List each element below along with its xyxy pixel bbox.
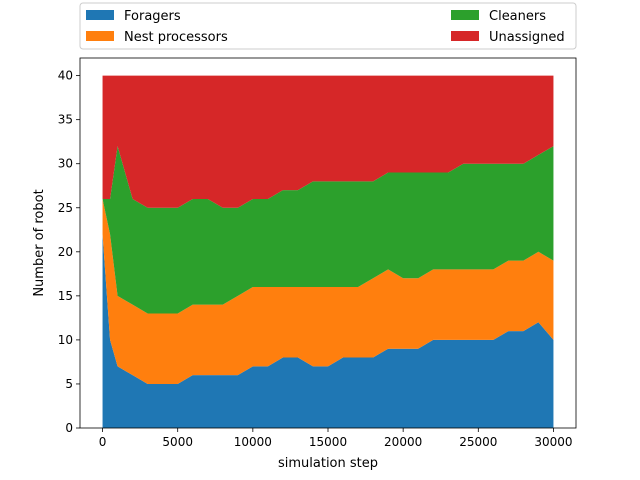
x-tick-label: 20000	[384, 435, 422, 449]
x-tick-label: 10000	[234, 435, 272, 449]
legend-swatch	[451, 31, 479, 41]
x-tick-label: 15000	[309, 435, 347, 449]
legend-label: Foragers	[124, 9, 181, 24]
x-tick-label: 0	[99, 435, 107, 449]
legend-swatch	[451, 10, 479, 20]
x-tick-label: 5000	[162, 435, 193, 449]
y-tick-label: 30	[58, 157, 73, 171]
y-tick-label: 15	[58, 289, 73, 303]
y-tick-label: 10	[58, 333, 73, 347]
legend-swatch	[86, 10, 114, 20]
y-tick-label: 0	[65, 421, 73, 435]
y-tick-label: 5	[65, 377, 73, 391]
y-tick-label: 25	[58, 201, 73, 215]
area-cleaners	[102, 146, 554, 314]
y-tick-label: 40	[58, 69, 73, 83]
legend: Foragers Nest processors Cleaners Unassigne…	[79, 2, 577, 50]
x-tick-label: 30000	[534, 435, 572, 449]
y-tick-label: 20	[58, 245, 73, 259]
area-layer	[102, 75, 554, 428]
x-axis-label: simulation step	[278, 456, 378, 471]
area-nest-processors	[102, 198, 554, 384]
legend-label: Unassigned	[489, 30, 565, 45]
area-foragers	[102, 234, 554, 428]
y-axis-label: Number of robot	[32, 189, 47, 296]
axes: 0 5000 10000 15000 20000 25000 30000 0 5 10 15 20 25…	[32, 57, 577, 471]
area-unassigned	[102, 75, 554, 208]
legend-swatch	[86, 31, 114, 41]
legend-label: Nest processors	[124, 30, 228, 45]
legend-label: Cleaners	[489, 9, 546, 24]
x-tick-label: 25000	[459, 435, 497, 449]
y-tick-label: 35	[58, 113, 73, 127]
